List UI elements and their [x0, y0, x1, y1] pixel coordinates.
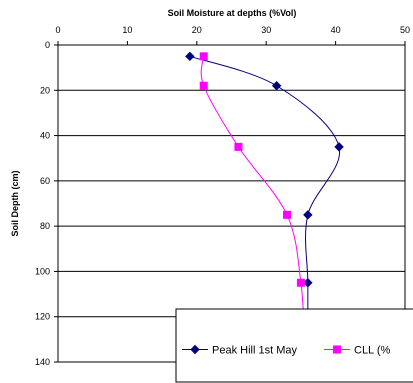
legend-item-2: CLL (%	[324, 345, 390, 357]
legend-label-1: Peak Hill 1st May	[212, 345, 297, 357]
x-tick-label-10: 10	[122, 25, 132, 35]
y-axis: 0 20 40 60 80 100 120 140	[35, 40, 58, 367]
series-1-point-2	[271, 81, 282, 91]
legend-item-1: Peak Hill 1st May	[182, 345, 297, 357]
series-2-line	[200, 56, 305, 340]
legend: Peak Hill 1st May CLL (%	[175, 308, 413, 383]
x-tick-label-20: 20	[192, 25, 202, 35]
chart-title: Soil Moisture at depths (%Vol)	[168, 8, 297, 18]
y-tick-label-20: 20	[40, 85, 50, 95]
y-tick-label-0: 0	[45, 40, 50, 50]
series-2-point-1	[199, 52, 208, 61]
series-1-point-5	[303, 278, 313, 288]
legend-label-2: CLL (%	[354, 345, 390, 357]
legend-marker-2	[333, 345, 341, 354]
series-1	[185, 51, 344, 345]
series-group	[185, 51, 344, 345]
y-tick-label-40: 40	[40, 131, 50, 141]
y-tick-label-120: 120	[35, 312, 50, 322]
legend-box	[175, 308, 413, 383]
legend-marker-1	[190, 344, 200, 355]
y-axis-label: Soil Depth (cm)	[10, 170, 20, 236]
x-tick-label-0: 0	[55, 25, 60, 35]
series-2-point-5	[296, 278, 305, 287]
series-2-point-2	[199, 81, 208, 90]
x-axis: 0 10 20 30 40 50	[55, 25, 410, 45]
series-1-point-1	[185, 51, 195, 62]
series-2	[199, 52, 309, 344]
series-1-point-4	[303, 210, 313, 220]
y-tick-label-140: 140	[35, 357, 50, 367]
series-1-point-3	[334, 142, 344, 152]
series-2-point-3	[234, 142, 243, 151]
y-tick-label-60: 60	[40, 176, 50, 186]
x-tick-label-40: 40	[331, 25, 341, 35]
x-tick-label-50: 50	[400, 25, 410, 35]
series-2-point-4	[283, 210, 292, 219]
y-tick-label-100: 100	[35, 266, 50, 276]
series-1-line	[189, 55, 341, 340]
x-tick-label-30: 30	[261, 25, 271, 35]
y-tick-label-80: 80	[40, 221, 50, 231]
